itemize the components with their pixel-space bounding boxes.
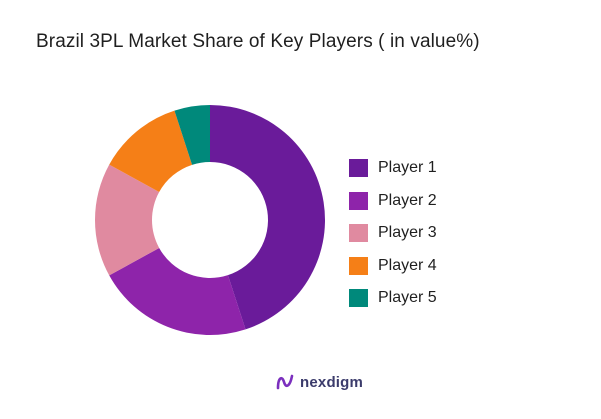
legend-label: Player 3 bbox=[378, 224, 437, 242]
donut-slices bbox=[94, 105, 325, 335]
legend-label: Player 2 bbox=[378, 191, 437, 209]
legend-swatch bbox=[349, 191, 368, 210]
donut-slice-player-1 bbox=[210, 105, 325, 330]
footer-brand-text: nexdigm bbox=[300, 373, 364, 391]
legend-swatch bbox=[349, 256, 368, 275]
legend-item-player-4: Player 4 bbox=[349, 250, 437, 283]
legend-swatch bbox=[349, 224, 368, 243]
legend-item-player-2: Player 2 bbox=[349, 185, 437, 218]
donut-slice-player-2 bbox=[109, 247, 246, 335]
legend-swatch bbox=[349, 159, 368, 178]
nexdigm-logo-icon bbox=[276, 374, 294, 390]
donut-slice-player-3 bbox=[94, 164, 160, 276]
donut-slice-player-5 bbox=[174, 105, 210, 165]
legend-item-player-3: Player 3 bbox=[349, 217, 437, 250]
legend-swatch bbox=[349, 289, 368, 308]
legend-item-player-1: Player 1 bbox=[349, 152, 437, 185]
legend-label: Player 4 bbox=[378, 256, 437, 274]
legend-label: Player 5 bbox=[378, 289, 437, 307]
chart-title: Brazil 3PL Market Share of Key Players (… bbox=[36, 31, 480, 52]
legend-item-player-5: Player 5 bbox=[349, 282, 437, 315]
legend-label: Player 1 bbox=[378, 159, 437, 177]
footer-logo: nexdigm bbox=[276, 372, 363, 392]
donut-slice-player-4 bbox=[109, 110, 193, 193]
chart-legend: Player 1 Player 2 Player 3 Player 4 Player 5 bbox=[349, 152, 437, 315]
